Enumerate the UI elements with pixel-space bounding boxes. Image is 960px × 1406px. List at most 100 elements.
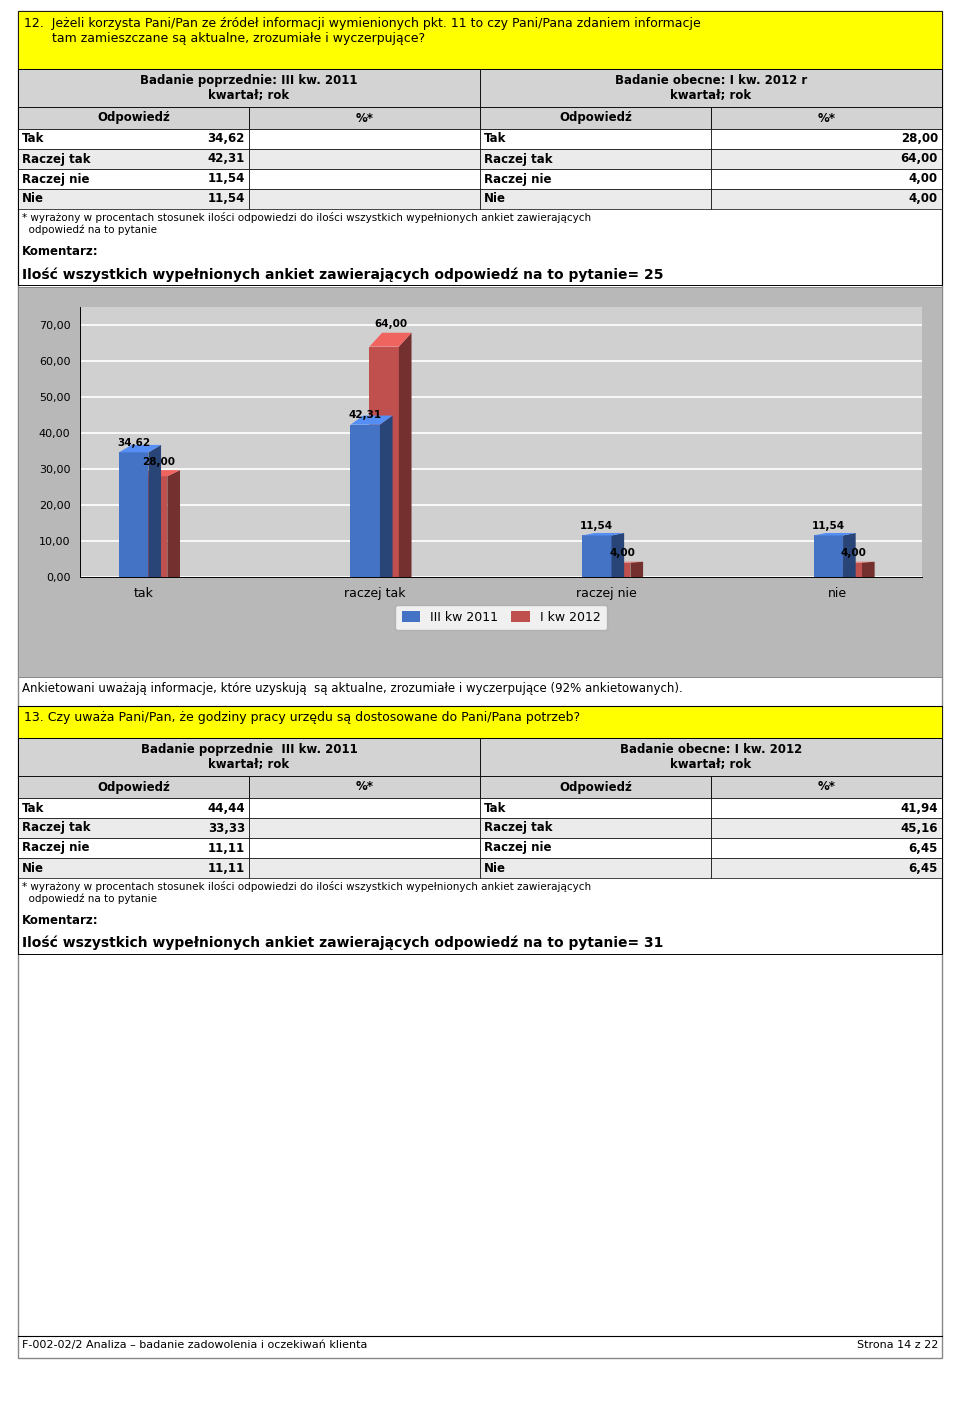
Text: 64,00: 64,00 [374, 319, 407, 329]
Text: 45,16: 45,16 [900, 821, 938, 835]
Text: Tak: Tak [484, 132, 506, 145]
Bar [711, 818, 942, 838]
Bar [480, 818, 711, 838]
Polygon shape [119, 444, 161, 453]
Text: %*: %* [355, 780, 373, 793]
Text: Tak: Tak [22, 801, 44, 814]
Bar [711, 107, 942, 129]
Bar [480, 188, 711, 209]
Text: %*: %* [355, 111, 373, 125]
Bar [480, 738, 942, 776]
Polygon shape [582, 533, 624, 536]
Bar [711, 799, 942, 818]
Text: 11,11: 11,11 [208, 862, 245, 875]
Text: Raczej nie: Raczej nie [484, 842, 551, 855]
Text: * wyrażony w procentach stosunek ilości odpowiedzi do ilości wszystkich wypełnio: * wyrażony w procentach stosunek ilości … [22, 882, 591, 904]
Text: 33,33: 33,33 [208, 821, 245, 835]
Polygon shape [350, 416, 393, 425]
Bar [601, 562, 631, 576]
Text: Badanie obecne: I kw. 2012
kwartał; rok: Badanie obecne: I kw. 2012 kwartał; rok [620, 742, 803, 770]
Bar [18, 776, 249, 799]
Text: 11,54: 11,54 [580, 522, 613, 531]
Bar [711, 838, 942, 858]
Text: Badanie poprzednie: III kw. 2011
kwartał; rok: Badanie poprzednie: III kw. 2011 kwartał… [140, 75, 358, 103]
Bar [813, 536, 843, 576]
Bar [249, 799, 480, 818]
Bar [18, 858, 249, 877]
Bar [480, 107, 711, 129]
Bar [480, 799, 711, 818]
Text: Raczej tak: Raczej tak [484, 821, 553, 835]
Text: Raczej nie: Raczej nie [484, 173, 551, 186]
Bar [480, 69, 942, 107]
Bar [480, 776, 711, 799]
Text: Tak: Tak [22, 132, 44, 145]
Text: 4,00: 4,00 [609, 548, 635, 558]
Bar [249, 149, 480, 169]
Text: 34,62: 34,62 [207, 132, 245, 145]
Text: Raczej tak: Raczej tak [22, 821, 90, 835]
Text: 64,00: 64,00 [900, 152, 938, 166]
Text: Odpowiedź: Odpowiedź [559, 111, 632, 125]
Bar [249, 107, 480, 129]
Polygon shape [370, 333, 412, 347]
Bar [480, 149, 711, 169]
Text: Raczej nie: Raczej nie [22, 173, 89, 186]
Text: Raczej tak: Raczej tak [484, 152, 553, 166]
Bar [249, 169, 480, 188]
Text: Odpowiedź: Odpowiedź [97, 780, 170, 793]
Bar [18, 149, 249, 169]
Polygon shape [138, 470, 180, 477]
Text: Tak: Tak [484, 801, 506, 814]
Bar [18, 69, 480, 107]
Text: 6,45: 6,45 [908, 842, 938, 855]
Bar [350, 425, 380, 576]
Bar [480, 838, 711, 858]
Text: 4,00: 4,00 [909, 173, 938, 186]
Text: Odpowiedź: Odpowiedź [559, 780, 632, 793]
Text: %*: %* [818, 111, 835, 125]
Bar [18, 69, 942, 285]
Text: * wyrażony w procentach stosunek ilości odpowiedzi do ilości wszystkich wypełnio: * wyrażony w procentach stosunek ilości … [22, 212, 591, 235]
Polygon shape [167, 470, 180, 576]
Bar [711, 188, 942, 209]
Bar [18, 188, 249, 209]
Bar [18, 838, 249, 858]
Bar [249, 838, 480, 858]
Legend: III kw 2011, I kw 2012: III kw 2011, I kw 2012 [396, 605, 607, 630]
Bar [711, 776, 942, 799]
Bar [249, 776, 480, 799]
Bar [249, 129, 480, 149]
Bar [249, 818, 480, 838]
Bar [18, 169, 249, 188]
Bar [18, 11, 942, 69]
Bar [18, 706, 942, 738]
Text: Komentarz:: Komentarz: [22, 245, 99, 257]
Bar [138, 477, 167, 576]
Bar [18, 129, 249, 149]
Text: F-002-02/2 Analiza – badanie zadowolenia i oczekiwań klienta: F-002-02/2 Analiza – badanie zadowolenia… [22, 1340, 368, 1350]
Text: 42,31: 42,31 [207, 152, 245, 166]
Text: Ilość wszystkich wypełnionych ankiet zawierających odpowiedź na to pytanie= 31: Ilość wszystkich wypełnionych ankiet zaw… [22, 936, 663, 950]
Polygon shape [631, 562, 643, 576]
Text: 42,31: 42,31 [348, 411, 382, 420]
Bar [18, 107, 249, 129]
Bar [711, 858, 942, 877]
Bar [119, 453, 149, 576]
Text: Ankietowani uważają informacje, które uzyskują  są aktualne, zrozumiałe i wyczer: Ankietowani uważają informacje, które uz… [22, 682, 683, 695]
Bar [18, 818, 249, 838]
Text: Nie: Nie [484, 193, 506, 205]
Text: 11,54: 11,54 [812, 522, 845, 531]
Bar [832, 562, 862, 576]
Text: Odpowiedź: Odpowiedź [97, 111, 170, 125]
Bar [582, 536, 612, 576]
Text: Komentarz:: Komentarz: [22, 914, 99, 927]
Polygon shape [380, 416, 393, 576]
Polygon shape [149, 444, 161, 576]
Text: 44,44: 44,44 [207, 801, 245, 814]
Text: 4,00: 4,00 [841, 548, 867, 558]
Polygon shape [813, 533, 855, 536]
Bar [370, 347, 399, 576]
Bar [18, 799, 249, 818]
Bar [711, 129, 942, 149]
